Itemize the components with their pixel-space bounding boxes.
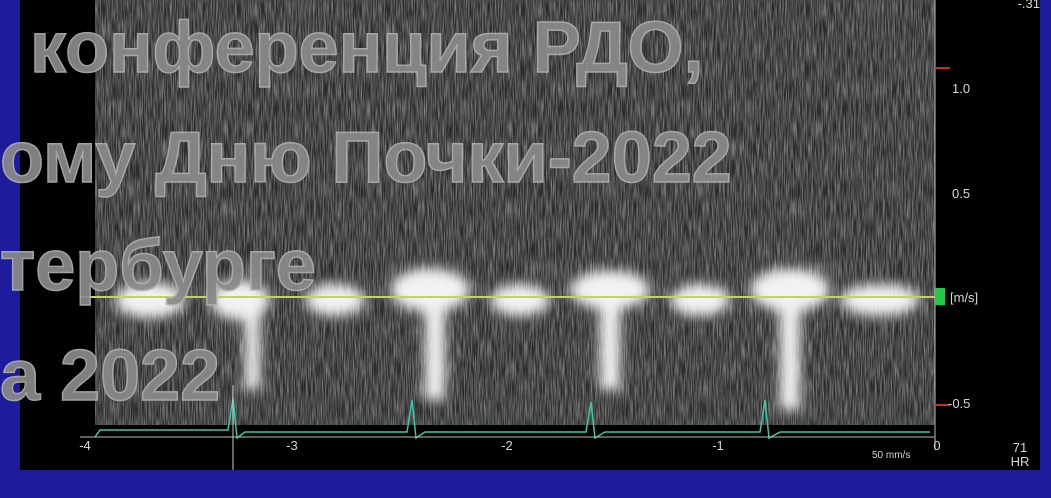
scale-unit: [m/s] [950,290,978,305]
scale-label: -0.5 [948,396,970,411]
time-label: -3 [286,438,298,453]
scale-label: 1.0 [952,81,970,96]
watermark-line: а 2022 [0,336,220,416]
baseline-marker [935,288,945,305]
scale-top: -.31 [1018,0,1040,11]
time-label: -4 [79,438,91,453]
time-label: -2 [501,438,513,453]
time-label: -1 [712,438,724,453]
sweep-speed: 50 mm/s [872,450,910,461]
watermark-line: конференция РДО, [30,8,704,88]
flow-signal [115,268,920,410]
time-label: 0 [933,438,940,453]
heart-rate: 71 [1013,440,1027,455]
heart-rate-label: HR [1011,454,1030,469]
scale-label: 0.5 [952,186,970,201]
watermark-line: тербурге [0,226,316,306]
watermark-line: ому Дню Почки-2022 [0,118,732,198]
